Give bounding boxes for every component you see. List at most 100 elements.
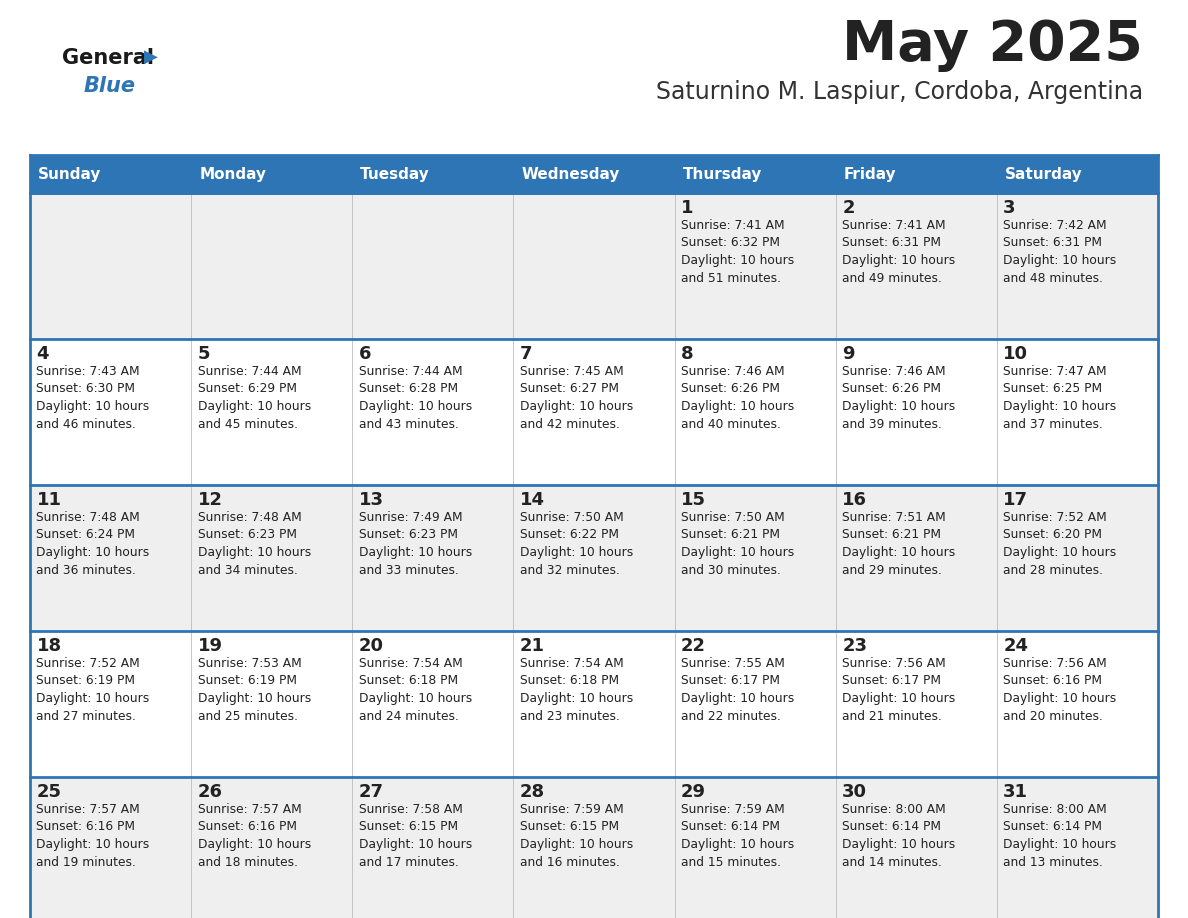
Bar xyxy=(30,485,191,631)
Text: Sunday: Sunday xyxy=(38,166,101,182)
Bar xyxy=(30,155,191,193)
Text: Friday: Friday xyxy=(843,166,897,182)
Bar xyxy=(835,155,997,193)
Text: Sunrise: 7:45 AM
Sunset: 6:27 PM
Daylight: 10 hours
and 42 minutes.: Sunrise: 7:45 AM Sunset: 6:27 PM Dayligh… xyxy=(520,365,633,431)
Bar xyxy=(675,155,835,193)
Bar xyxy=(513,485,675,631)
Text: 12: 12 xyxy=(197,491,222,509)
Text: 3: 3 xyxy=(1004,199,1016,217)
Text: Sunrise: 7:46 AM
Sunset: 6:26 PM
Daylight: 10 hours
and 39 minutes.: Sunrise: 7:46 AM Sunset: 6:26 PM Dayligh… xyxy=(842,365,955,431)
Bar xyxy=(30,339,191,485)
Bar xyxy=(675,193,835,339)
Text: General: General xyxy=(62,48,154,68)
Text: 31: 31 xyxy=(1004,783,1029,801)
Bar xyxy=(30,193,191,339)
Bar xyxy=(835,339,997,485)
Bar xyxy=(835,193,997,339)
Text: Sunrise: 7:42 AM
Sunset: 6:31 PM
Daylight: 10 hours
and 48 minutes.: Sunrise: 7:42 AM Sunset: 6:31 PM Dayligh… xyxy=(1004,219,1117,285)
Text: Sunrise: 7:48 AM
Sunset: 6:23 PM
Daylight: 10 hours
and 34 minutes.: Sunrise: 7:48 AM Sunset: 6:23 PM Dayligh… xyxy=(197,511,311,577)
Text: Sunrise: 7:55 AM
Sunset: 6:17 PM
Daylight: 10 hours
and 22 minutes.: Sunrise: 7:55 AM Sunset: 6:17 PM Dayligh… xyxy=(681,657,795,722)
Bar xyxy=(513,193,675,339)
Text: 17: 17 xyxy=(1004,491,1029,509)
Bar xyxy=(353,631,513,777)
Bar xyxy=(353,339,513,485)
Text: Sunrise: 7:56 AM
Sunset: 6:16 PM
Daylight: 10 hours
and 20 minutes.: Sunrise: 7:56 AM Sunset: 6:16 PM Dayligh… xyxy=(1004,657,1117,722)
Bar xyxy=(353,777,513,918)
Bar xyxy=(513,155,675,193)
Text: 25: 25 xyxy=(37,783,62,801)
Bar xyxy=(675,631,835,777)
Text: Sunrise: 7:43 AM
Sunset: 6:30 PM
Daylight: 10 hours
and 46 minutes.: Sunrise: 7:43 AM Sunset: 6:30 PM Dayligh… xyxy=(37,365,150,431)
Text: 19: 19 xyxy=(197,637,222,655)
Bar xyxy=(513,631,675,777)
Text: 16: 16 xyxy=(842,491,867,509)
Text: 26: 26 xyxy=(197,783,222,801)
Text: Saturday: Saturday xyxy=(1005,166,1082,182)
Text: 5: 5 xyxy=(197,345,210,363)
Text: Sunrise: 7:57 AM
Sunset: 6:16 PM
Daylight: 10 hours
and 19 minutes.: Sunrise: 7:57 AM Sunset: 6:16 PM Dayligh… xyxy=(37,803,150,868)
Bar xyxy=(30,631,191,777)
Text: Sunrise: 7:46 AM
Sunset: 6:26 PM
Daylight: 10 hours
and 40 minutes.: Sunrise: 7:46 AM Sunset: 6:26 PM Dayligh… xyxy=(681,365,795,431)
Text: Sunrise: 7:49 AM
Sunset: 6:23 PM
Daylight: 10 hours
and 33 minutes.: Sunrise: 7:49 AM Sunset: 6:23 PM Dayligh… xyxy=(359,511,472,577)
Text: Sunrise: 8:00 AM
Sunset: 6:14 PM
Daylight: 10 hours
and 13 minutes.: Sunrise: 8:00 AM Sunset: 6:14 PM Dayligh… xyxy=(1004,803,1117,868)
Bar xyxy=(835,777,997,918)
Text: 11: 11 xyxy=(37,491,62,509)
Bar xyxy=(513,777,675,918)
Text: Thursday: Thursday xyxy=(683,166,762,182)
Text: 23: 23 xyxy=(842,637,867,655)
Bar xyxy=(191,193,353,339)
Text: Sunrise: 8:00 AM
Sunset: 6:14 PM
Daylight: 10 hours
and 14 minutes.: Sunrise: 8:00 AM Sunset: 6:14 PM Dayligh… xyxy=(842,803,955,868)
Text: 21: 21 xyxy=(520,637,545,655)
Bar xyxy=(191,155,353,193)
Text: 24: 24 xyxy=(1004,637,1029,655)
Text: Sunrise: 7:47 AM
Sunset: 6:25 PM
Daylight: 10 hours
and 37 minutes.: Sunrise: 7:47 AM Sunset: 6:25 PM Dayligh… xyxy=(1004,365,1117,431)
Bar xyxy=(997,339,1158,485)
Text: Sunrise: 7:57 AM
Sunset: 6:16 PM
Daylight: 10 hours
and 18 minutes.: Sunrise: 7:57 AM Sunset: 6:16 PM Dayligh… xyxy=(197,803,311,868)
Bar xyxy=(835,631,997,777)
Text: Saturnino M. Laspiur, Cordoba, Argentina: Saturnino M. Laspiur, Cordoba, Argentina xyxy=(656,80,1143,104)
Text: Blue: Blue xyxy=(84,76,135,96)
Text: 18: 18 xyxy=(37,637,62,655)
Text: 30: 30 xyxy=(842,783,867,801)
Bar xyxy=(835,485,997,631)
Text: Sunrise: 7:44 AM
Sunset: 6:29 PM
Daylight: 10 hours
and 45 minutes.: Sunrise: 7:44 AM Sunset: 6:29 PM Dayligh… xyxy=(197,365,311,431)
Bar xyxy=(675,485,835,631)
Text: 7: 7 xyxy=(520,345,532,363)
Text: 8: 8 xyxy=(681,345,694,363)
Text: 2: 2 xyxy=(842,199,854,217)
Bar xyxy=(997,777,1158,918)
Bar xyxy=(353,193,513,339)
Bar xyxy=(191,339,353,485)
Text: 4: 4 xyxy=(37,345,49,363)
Text: 27: 27 xyxy=(359,783,384,801)
Text: Sunrise: 7:50 AM
Sunset: 6:21 PM
Daylight: 10 hours
and 30 minutes.: Sunrise: 7:50 AM Sunset: 6:21 PM Dayligh… xyxy=(681,511,795,577)
Text: 22: 22 xyxy=(681,637,706,655)
Text: Sunrise: 7:41 AM
Sunset: 6:31 PM
Daylight: 10 hours
and 49 minutes.: Sunrise: 7:41 AM Sunset: 6:31 PM Dayligh… xyxy=(842,219,955,285)
Text: Sunrise: 7:56 AM
Sunset: 6:17 PM
Daylight: 10 hours
and 21 minutes.: Sunrise: 7:56 AM Sunset: 6:17 PM Dayligh… xyxy=(842,657,955,722)
Text: 10: 10 xyxy=(1004,345,1029,363)
Text: Sunrise: 7:52 AM
Sunset: 6:20 PM
Daylight: 10 hours
and 28 minutes.: Sunrise: 7:52 AM Sunset: 6:20 PM Dayligh… xyxy=(1004,511,1117,577)
Bar xyxy=(30,777,191,918)
Bar xyxy=(513,339,675,485)
Bar xyxy=(997,485,1158,631)
Bar xyxy=(997,193,1158,339)
Bar xyxy=(353,155,513,193)
Text: Sunrise: 7:58 AM
Sunset: 6:15 PM
Daylight: 10 hours
and 17 minutes.: Sunrise: 7:58 AM Sunset: 6:15 PM Dayligh… xyxy=(359,803,472,868)
Text: Sunrise: 7:50 AM
Sunset: 6:22 PM
Daylight: 10 hours
and 32 minutes.: Sunrise: 7:50 AM Sunset: 6:22 PM Dayligh… xyxy=(520,511,633,577)
Text: May 2025: May 2025 xyxy=(842,18,1143,72)
Bar xyxy=(997,155,1158,193)
Bar xyxy=(191,631,353,777)
Bar xyxy=(353,485,513,631)
Text: Wednesday: Wednesday xyxy=(522,166,620,182)
Bar xyxy=(191,777,353,918)
Text: Sunrise: 7:51 AM
Sunset: 6:21 PM
Daylight: 10 hours
and 29 minutes.: Sunrise: 7:51 AM Sunset: 6:21 PM Dayligh… xyxy=(842,511,955,577)
Text: Sunrise: 7:59 AM
Sunset: 6:15 PM
Daylight: 10 hours
and 16 minutes.: Sunrise: 7:59 AM Sunset: 6:15 PM Dayligh… xyxy=(520,803,633,868)
Text: Monday: Monday xyxy=(200,166,266,182)
Text: Sunrise: 7:59 AM
Sunset: 6:14 PM
Daylight: 10 hours
and 15 minutes.: Sunrise: 7:59 AM Sunset: 6:14 PM Dayligh… xyxy=(681,803,795,868)
Text: 29: 29 xyxy=(681,783,706,801)
Text: 15: 15 xyxy=(681,491,706,509)
Text: Tuesday: Tuesday xyxy=(360,166,430,182)
Text: ▶: ▶ xyxy=(144,48,158,66)
Bar xyxy=(675,777,835,918)
Bar xyxy=(675,339,835,485)
